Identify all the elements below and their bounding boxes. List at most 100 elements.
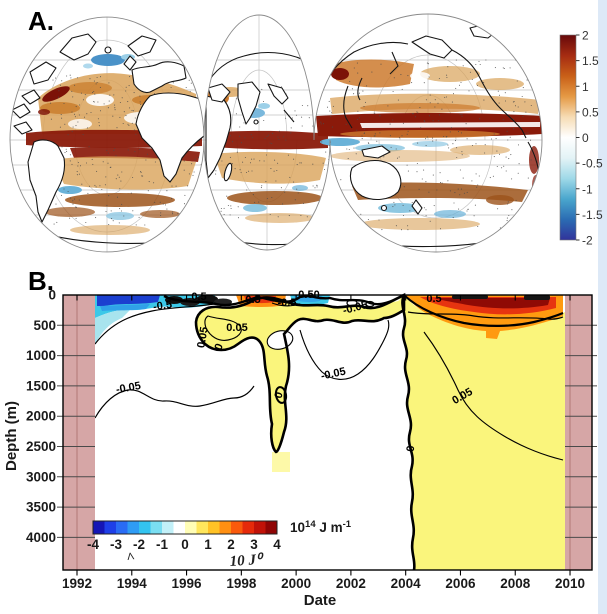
y-tick-labels: 0 500 1000 1500 2000 2500 3000 3500 4000: [26, 288, 56, 545]
contour-label: -0.05: [320, 366, 347, 383]
contour-label: 0.5: [245, 294, 260, 306]
surface-pale-patch: [384, 296, 400, 302]
y-axis-title: Depth (m): [3, 401, 20, 471]
y-tick-label: 4000: [26, 530, 56, 545]
contour-fills: [95, 295, 565, 570]
x-tick-label: 2000: [281, 576, 311, 591]
zero-contour-left: [194, 292, 406, 454]
minus-005-contour-left: [94, 385, 255, 419]
panel-a-map: A.: [9, 6, 603, 253]
x-tick-label: 2004: [391, 576, 422, 591]
map-lobe-outlines: [9, 13, 543, 253]
plus-005-contour-right: [423, 331, 564, 461]
surface-cool-mid: [100, 304, 150, 311]
panel-b-colorbar: -4 -3 -2 -1 0 1 2 3 4 1014 J m-1: [87, 519, 352, 552]
mask-band-right: [565, 295, 592, 570]
minus-half-contour-2: [271, 302, 301, 307]
colorbar-b-tick-label: 4: [273, 537, 281, 552]
minus-half-contour: [94, 303, 215, 345]
contour-label: 0: [273, 391, 286, 400]
contour-label: -0.5: [278, 297, 297, 309]
colorbar-tick-label: 0.5: [582, 105, 599, 119]
minus-005-contour-mid: [299, 319, 390, 380]
colorbar-tick-label: -1: [582, 182, 593, 196]
mask-bands: [63, 295, 592, 570]
x-tick-label: 1992: [62, 576, 92, 591]
x-tick-label: 2002: [336, 576, 366, 591]
positive-tail: [272, 452, 290, 472]
x-tick-label: 1996: [172, 576, 203, 591]
y-tick-label: 1500: [26, 378, 56, 393]
colorbar-b-tick-label: -4: [87, 537, 99, 552]
half-thin-contour: [407, 311, 564, 320]
contour-label: 0.5: [191, 291, 206, 303]
y-tick-label: 0: [48, 288, 56, 303]
zero-contour-right: [401, 294, 416, 571]
page-edge-strip: [598, 0, 607, 614]
positive-region-left: [196, 295, 404, 452]
y-tick-label: 1000: [26, 348, 56, 363]
panel-b-colorbar-frame: [92, 520, 278, 535]
contour-label: 0.5: [426, 293, 441, 305]
panel-b-plot: B.: [3, 266, 597, 609]
contour-label: 0.50: [298, 289, 319, 301]
surface-black-smudge: [524, 295, 550, 300]
colorbar-unit-label: 1014 J m-1: [290, 519, 352, 535]
contour-label: 0.05: [195, 326, 211, 349]
handwritten-mark: ^: [125, 550, 136, 567]
colorbar-b-tick-label: -2: [133, 537, 145, 552]
y-tick-label: 500: [33, 318, 56, 333]
colorbar-b-tick-label: 3: [250, 537, 258, 552]
colorbar-b-tick-label: -3: [110, 537, 122, 552]
colorbar-tick-label: -0.5: [582, 157, 603, 171]
plus-005-contour-inner: [204, 315, 242, 341]
panel-a-colorbar-ticks: 2 1.5 1 0.5 0 -0.5 -1 -1.5 -2: [576, 29, 603, 248]
colorbar-b-tick-label: 0: [181, 537, 189, 552]
surface-warm-dark-core: [434, 298, 550, 309]
zero-closed-contour: [274, 386, 288, 404]
surface-cool-wedge: [95, 309, 130, 345]
colorbar-tick-label: 2: [582, 29, 589, 43]
panel-b-colorbar-ticks: -4 -3 -2 -1 0 1 2 3 4: [87, 537, 281, 552]
x-tick-label: 2010: [555, 576, 585, 591]
contour-label: -0.05: [115, 380, 142, 396]
colorbar-tick-label: 1.5: [582, 54, 599, 68]
panel-a-colorbar: 2 1.5 1 0.5 0 -0.5 -1 -1.5 -2: [559, 29, 603, 248]
y-tick-label: 2500: [26, 439, 56, 454]
handwritten-mark: 10 J⁰: [229, 552, 265, 570]
contour-label: 0.05: [226, 322, 247, 334]
contour-lines: [94, 292, 564, 571]
axes-box: [62, 294, 593, 571]
x-tick-labels: 1992 1994 1996 1998 2000 2002 2004 2006 2008 2010: [62, 576, 585, 591]
mask-band-left: [63, 295, 95, 570]
y-tick-label: 2000: [26, 409, 56, 424]
panel-b-colorbar-cells: [93, 521, 278, 534]
panel-b-label: B.: [28, 266, 54, 296]
surface-bold-contour: [163, 293, 405, 307]
positive-region-right: [402, 295, 565, 570]
y-tick-label: 3000: [26, 469, 56, 484]
colorbar-b-tick-label: 1: [204, 537, 212, 552]
x-axis-title: Date: [304, 592, 337, 609]
handwritten-annotations: ^ 10 J⁰: [125, 550, 265, 570]
panel-a-label: A.: [28, 6, 54, 36]
surface-cold-core: [97, 295, 160, 306]
colorbar-tick-label: 0: [582, 131, 589, 145]
small-closed-contour: [346, 299, 358, 307]
x-tick-label: 2006: [445, 576, 476, 591]
colorbar-b-tick-label: 2: [227, 537, 235, 552]
x-tick-label: 1998: [226, 576, 257, 591]
half-contour-right-surface: [404, 295, 564, 327]
colorbar-tick-label: -1.5: [582, 208, 603, 222]
contour-label: 0: [212, 342, 225, 352]
contour-label: 0: [405, 445, 417, 452]
x-tick-label: 1994: [117, 576, 148, 591]
colorbar-b-tick-label: -1: [156, 537, 168, 552]
colorbar-tick-label: -2: [582, 234, 593, 248]
colorbar-tick-label: 1: [582, 80, 589, 94]
x-axis-ticks: [76, 295, 571, 576]
small-closed-contour: [365, 300, 375, 308]
x-tick-label: 2008: [500, 576, 531, 591]
y-tick-label: 3500: [26, 500, 56, 515]
